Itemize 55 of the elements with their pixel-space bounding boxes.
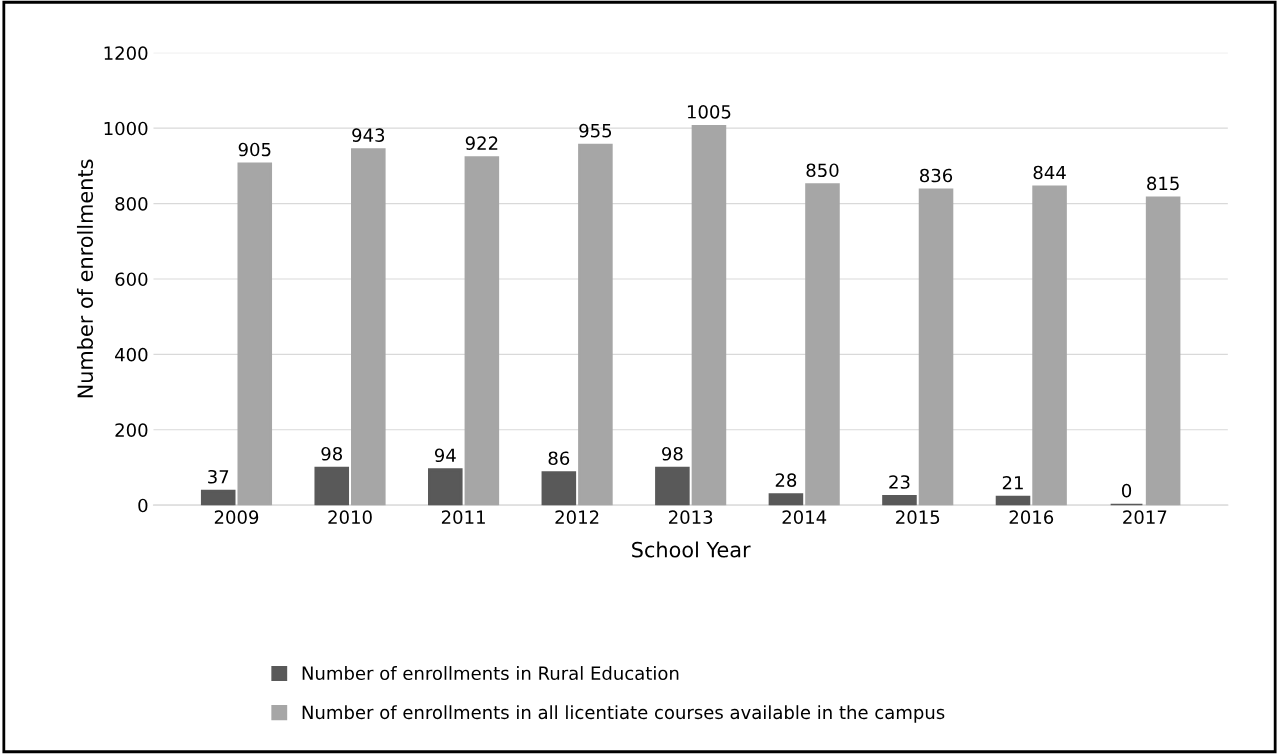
data-label: 844 — [1033, 165, 1066, 180]
bar — [1145, 196, 1181, 506]
bar — [768, 493, 804, 506]
data-label: 98 — [662, 446, 683, 461]
data-label: 94 — [434, 448, 456, 463]
x-tick-label: 2016 — [1009, 510, 1054, 525]
x-tick-label: 2012 — [555, 510, 599, 525]
bar — [578, 143, 613, 506]
y-tick-label: 400 — [115, 347, 148, 362]
y-tick-label: 1000 — [104, 121, 148, 136]
y-axis-title: Number of enrollments — [76, 159, 94, 398]
data-label: 850 — [806, 163, 839, 178]
bar — [200, 489, 236, 506]
data-label: 23 — [889, 475, 910, 489]
bar — [882, 495, 917, 506]
bar — [541, 471, 577, 506]
y-tick-label: 800 — [115, 197, 148, 211]
data-label: 905 — [238, 142, 271, 157]
x-tick-label: 2017 — [1123, 510, 1167, 525]
bar — [918, 188, 954, 506]
bar — [351, 148, 386, 506]
y-tick-label: 600 — [115, 272, 148, 287]
bar — [691, 124, 727, 506]
bar — [237, 162, 273, 506]
data-label: 922 — [465, 136, 498, 150]
data-label: 943 — [352, 128, 385, 142]
data-label: 0 — [1122, 483, 1132, 498]
bar — [805, 183, 840, 506]
bar — [995, 495, 1031, 506]
data-label: 21 — [1002, 475, 1023, 490]
x-tick-label: 2015 — [896, 510, 940, 525]
data-label: 28 — [775, 473, 797, 487]
x-tick-label: 2010 — [328, 510, 372, 525]
legend-label: Number of enrollments in all licentiate courses available in the campus — [302, 705, 945, 723]
y-tick-label: 1200 — [104, 46, 148, 60]
bar — [428, 468, 463, 506]
data-label: 37 — [208, 469, 229, 484]
data-label: 98 — [321, 446, 342, 461]
data-label: 86 — [548, 451, 570, 466]
bar — [655, 466, 690, 506]
data-label: 955 — [579, 123, 612, 138]
x-axis-title: School Year — [632, 541, 751, 558]
data-label: 1005 — [687, 104, 731, 119]
y-tick-label: 0 — [138, 498, 148, 513]
bar — [1032, 185, 1067, 506]
bar — [314, 466, 350, 506]
x-tick-label: 2011 — [441, 510, 485, 525]
y-tick-label: 200 — [115, 423, 148, 437]
legend-label: Number of enrollments in Rural Education — [302, 666, 679, 681]
data-label: 836 — [920, 168, 953, 183]
x-tick-label: 2014 — [782, 510, 827, 525]
x-tick-label: 2009 — [214, 510, 259, 525]
bar — [464, 156, 500, 506]
x-tick-label: 2013 — [669, 510, 713, 525]
data-label: 815 — [1147, 176, 1179, 191]
